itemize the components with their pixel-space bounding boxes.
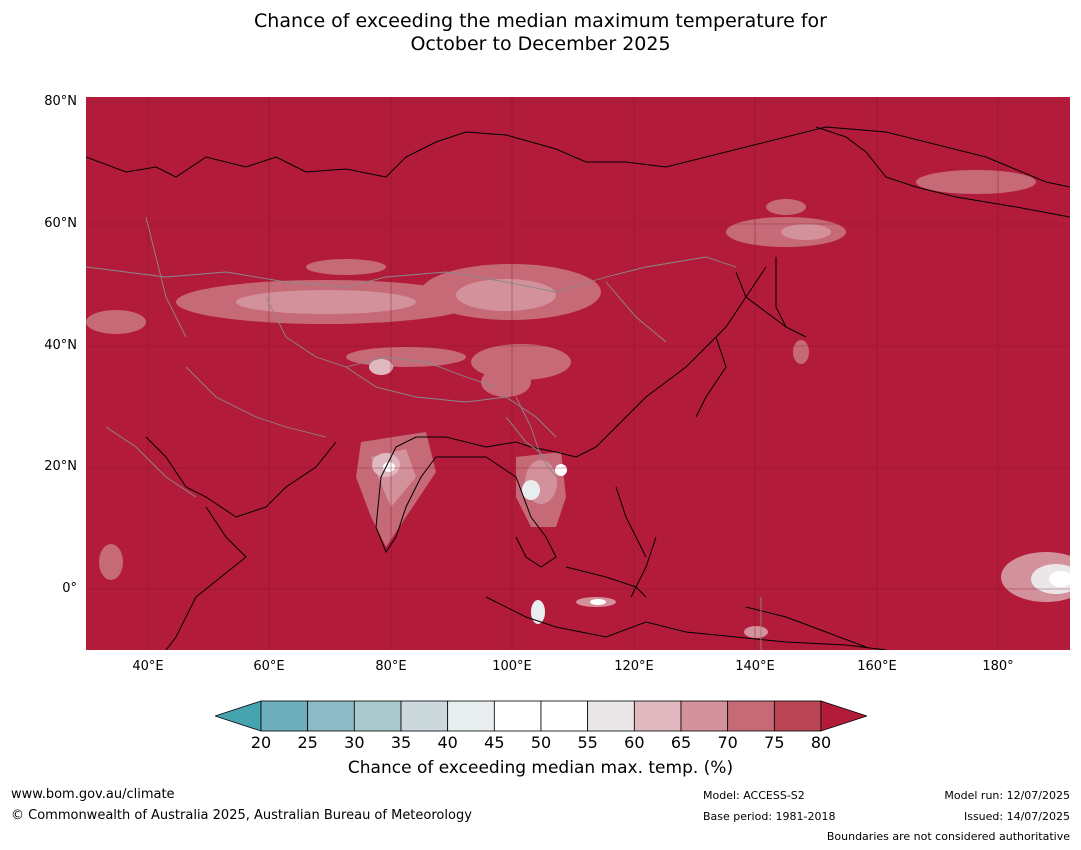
map-background: [86, 97, 1070, 650]
colorbar-bin: [447, 700, 495, 732]
colorbar-bin: [540, 700, 589, 732]
graticule: [86, 97, 1070, 650]
footer-model-run: Model run: 12/07/2025: [944, 789, 1070, 802]
colorbar-tick-label: 40: [437, 733, 458, 752]
colorbar-tick-label: 60: [624, 733, 645, 752]
lat-label-40n: 40°N: [44, 338, 77, 353]
colorbar-tick-label: 55: [577, 733, 598, 752]
lon-label-80e: 80°E: [375, 659, 407, 674]
lon-label-40e: 40°E: [132, 659, 164, 674]
country-borders: [86, 216, 762, 650]
title-line-1: Chance of exceeding the median maximum t…: [254, 10, 827, 32]
title-line-2: October to December 2025: [410, 33, 671, 55]
colorbar-tick-label: 25: [297, 733, 318, 752]
lon-label-60e: 60°E: [253, 659, 285, 674]
lon-label-160e: 160°E: [857, 659, 897, 674]
footer-website[interactable]: www.bom.gov.au/climate: [11, 787, 175, 802]
colorbar-extend-low: [215, 700, 262, 732]
colorbar-bin: [400, 700, 449, 732]
colorbar-tick-label: 80: [810, 733, 832, 752]
footer-base-period: Base period: 1981-2018: [703, 810, 836, 823]
lon-label-100e: 100°E: [492, 659, 532, 674]
colorbar-bin: [587, 700, 635, 732]
lon-label-140e: 140°E: [735, 659, 775, 674]
colorbar-tick-label: 65: [670, 733, 692, 752]
colorbar-bin: [493, 700, 542, 732]
colorbar-bin: [680, 700, 729, 732]
footer-model: Model: ACCESS-S2: [703, 789, 805, 802]
colorbar-bin: [727, 700, 775, 732]
lat-label-0: 0°: [62, 581, 77, 596]
lat-label-60n: 60°N: [44, 216, 77, 231]
lat-label-80n: 80°N: [44, 94, 77, 109]
colorbar-bin: [307, 700, 355, 732]
colorbar-tick-label: 45: [484, 733, 505, 752]
map-canvas: [86, 97, 1070, 650]
forecast-map: [86, 97, 1070, 650]
colorbar-tick-label: 75: [764, 733, 785, 752]
colorbar: [215, 700, 867, 732]
map-title: Chance of exceeding the median maximum t…: [0, 10, 1081, 56]
colorbar-tick-label: 35: [390, 733, 412, 752]
colorbar-bin: [633, 700, 682, 732]
footer-boundaries-note: Boundaries are not considered authoritat…: [826, 830, 1070, 843]
colorbar-tick-label: 70: [717, 733, 738, 752]
footer-issued: Issued: 14/07/2025: [963, 810, 1070, 823]
coastlines: [86, 126, 1070, 650]
colorbar-extend-high: [820, 700, 867, 732]
colorbar-tick-label: 20: [250, 733, 272, 752]
colorbar-label: Chance of exceeding median max. temp. (%…: [347, 758, 734, 778]
lon-label-120e: 120°E: [614, 659, 654, 674]
colorbar-bin: [260, 700, 309, 732]
colorbar-bin: [773, 700, 822, 732]
lon-label-180: 180°: [982, 659, 1014, 674]
footer-copyright: © Commonwealth of Australia 2025, Austra…: [11, 808, 472, 823]
colorbar-tick-label: 50: [530, 733, 552, 752]
colorbar-bin: [353, 700, 402, 732]
lat-label-20n: 20°N: [44, 459, 77, 474]
probability-shading: [86, 170, 1070, 638]
colorbar-tick-label: 30: [344, 733, 365, 752]
